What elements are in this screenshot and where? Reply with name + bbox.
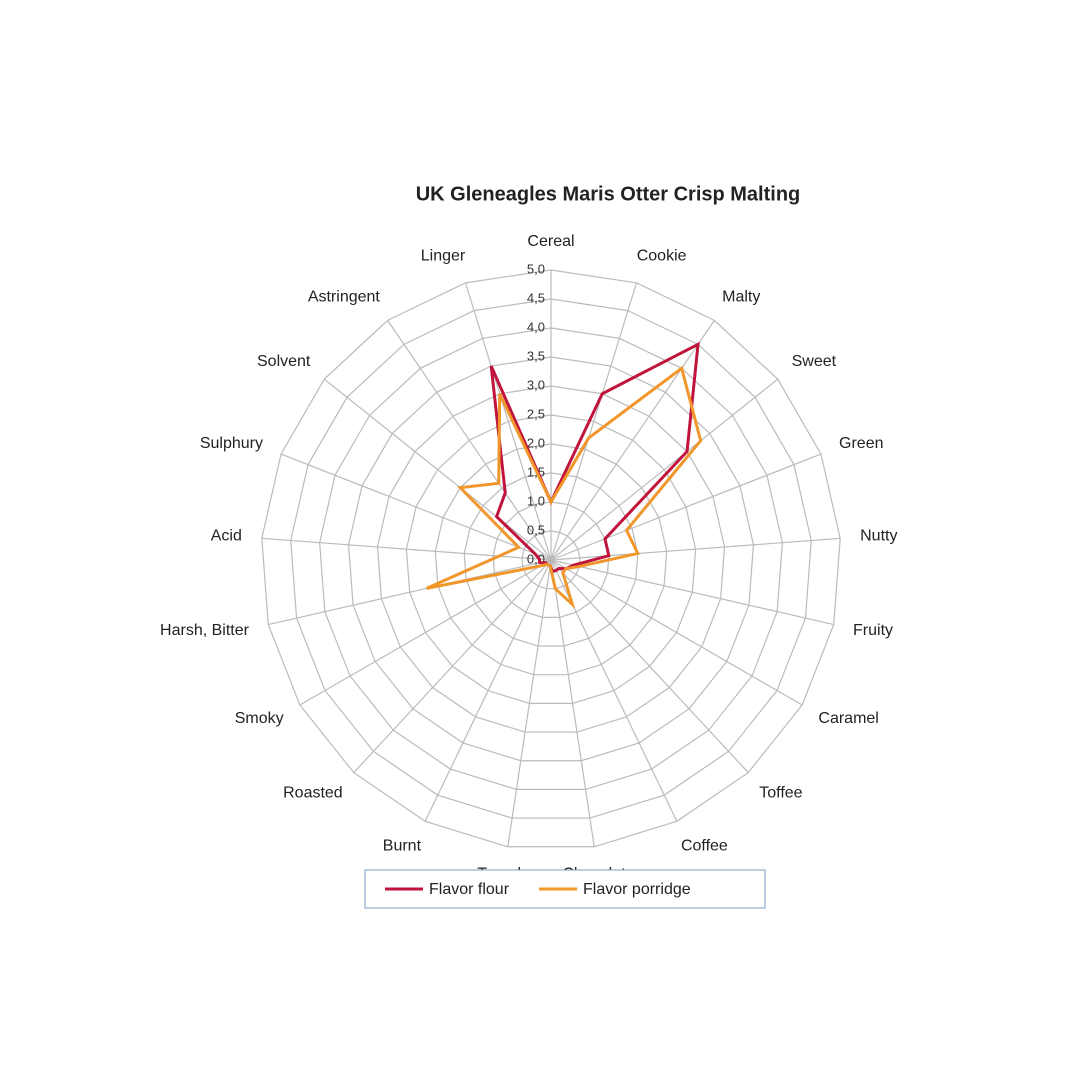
category-label: Green — [839, 435, 883, 452]
spoke — [299, 559, 552, 706]
grid-ring — [347, 356, 755, 762]
grid-ring — [319, 327, 783, 791]
category-label: Nutty — [860, 527, 897, 544]
category-label: Cereal — [527, 233, 574, 250]
spoke — [268, 559, 552, 626]
category-label: Toffee — [759, 784, 802, 801]
spoke — [261, 537, 552, 561]
tick-label: 0,5 — [527, 522, 545, 537]
category-label: Malty — [722, 288, 760, 305]
spoke — [550, 559, 834, 626]
tick-label: 3,5 — [527, 348, 545, 363]
legend-label: Flavor flour — [429, 881, 510, 898]
grid-ring — [376, 385, 726, 733]
spoke — [550, 282, 638, 561]
category-label: Caramel — [818, 710, 878, 727]
spoke — [323, 378, 552, 561]
spoke — [550, 320, 715, 561]
tick-label: 5,0 — [527, 261, 545, 276]
category-label: Harsh, Bitter — [160, 622, 250, 639]
category-label: Coffee — [681, 838, 728, 855]
category-label: Fruity — [853, 622, 893, 639]
spoke — [550, 453, 822, 561]
category-label: Solvent — [257, 353, 311, 370]
category-label: Sulphury — [200, 435, 263, 452]
category-label: Roasted — [283, 784, 343, 801]
grid-ring — [261, 269, 841, 848]
spoke — [424, 559, 552, 822]
spoke — [550, 559, 595, 847]
chart-title: UK Gleneagles Maris Otter Crisp Malting — [416, 183, 801, 205]
spoke — [387, 320, 552, 561]
category-label: Burnt — [383, 838, 422, 855]
spoke — [550, 378, 779, 561]
tick-label: 2,0 — [527, 435, 545, 450]
category-label: Astringent — [308, 288, 381, 305]
category-label: Cookie — [637, 247, 687, 264]
spoke — [464, 282, 552, 561]
spoke — [550, 559, 803, 706]
category-label: Acid — [211, 527, 242, 544]
spoke — [507, 559, 552, 847]
series-line — [425, 365, 703, 610]
grid-ring — [290, 298, 812, 819]
category-label: Smoky — [235, 710, 284, 727]
spoke — [550, 537, 841, 561]
category-label: Linger — [421, 247, 466, 264]
category-label: Sweet — [792, 353, 837, 370]
spoke — [280, 453, 552, 561]
grid-ring — [405, 414, 697, 704]
tick-label: 1,0 — [527, 493, 545, 508]
tick-label: 2,5 — [527, 406, 545, 421]
spoke — [550, 559, 749, 773]
spoke — [353, 559, 552, 773]
tick-label: 3,0 — [527, 377, 545, 392]
tick-label: 4,0 — [527, 319, 545, 334]
tick-label: 4,5 — [527, 290, 545, 305]
legend-label: Flavor porridge — [583, 881, 691, 898]
